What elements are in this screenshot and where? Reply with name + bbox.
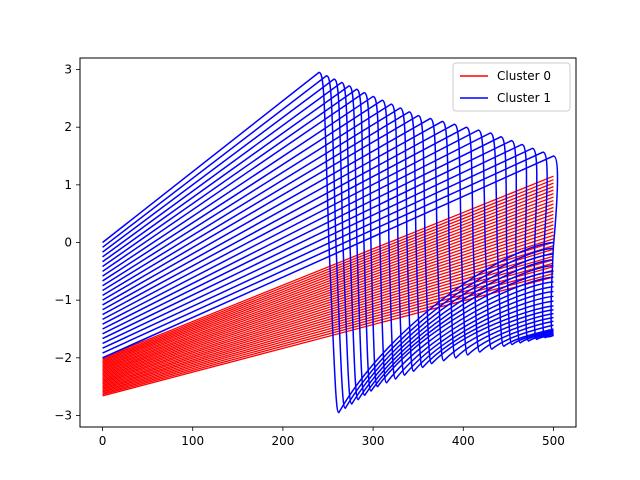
cluster-0-line [102,182,554,362]
x-tick-label: 500 [542,434,565,448]
x-axis: 0 100 200 300 400 500 [99,427,565,448]
cluster-0-line [102,220,554,376]
cluster-0-line [102,192,554,365]
cluster-1-line [102,155,559,359]
cluster-0-line [102,213,554,373]
cluster-0-line [102,272,554,396]
cluster-1-line [102,75,554,410]
cluster-1-line [102,88,554,392]
cluster-1-line [102,114,554,365]
cluster-1-line [102,132,554,348]
x-tick-label: 300 [362,434,385,448]
cluster-0-line [102,245,554,385]
y-tick-label: 1 [64,178,72,192]
cluster-1-line [102,151,555,354]
y-tick-label: −3 [54,408,72,422]
y-tick-label: 2 [64,120,72,134]
cluster-0-line [102,227,554,379]
cluster-0-line [102,203,554,369]
legend: Cluster 0 Cluster 1 [452,62,571,112]
cluster-1-line [102,111,554,369]
y-tick-label: −1 [54,293,72,307]
x-tick-label: 100 [181,434,204,448]
y-tick-label: 0 [64,236,72,250]
cluster-1-line [102,147,554,349]
cluster-0-line [102,224,554,377]
cluster-0-line [102,199,554,368]
cluster-0-line [102,241,554,384]
cluster-0-line [102,179,554,360]
cluster-1-line [102,81,554,401]
cluster-0-line [102,186,554,363]
y-tick-label: −2 [54,351,72,365]
cluster-1-line [102,85,554,397]
cluster-0-line [102,210,554,372]
cluster-0-line [102,238,554,383]
x-tick-label: 0 [99,434,107,448]
cluster-0-line [102,206,554,371]
cluster-0-line [102,189,554,364]
y-axis: −3 −2 −1 0 1 2 3 [54,63,80,422]
cluster-0-line [102,217,554,375]
cluster-0-line [102,234,554,381]
legend-label: Cluster 1 [497,91,551,105]
cluster-1-line [102,95,554,384]
y-tick-label: 3 [64,63,72,77]
cluster-0-line [102,175,554,359]
cluster-0-line [102,276,554,397]
cluster-0-line [102,259,554,390]
x-tick-label: 400 [452,434,475,448]
cluster-1-line [102,78,554,405]
series-group [102,71,559,414]
legend-label: Cluster 0 [497,69,551,83]
x-tick-label: 200 [271,434,294,448]
cluster-1-line [102,117,554,362]
cluster-0-line [102,255,554,389]
legend-box [452,62,571,112]
cluster-1-line [102,99,554,380]
cluster-0-line [102,231,554,380]
cluster-0-line [102,266,554,393]
cluster-0-line [102,248,554,386]
cluster-1-line [102,143,554,345]
cluster-1-line [102,139,554,344]
cluster-0-line [102,196,554,367]
